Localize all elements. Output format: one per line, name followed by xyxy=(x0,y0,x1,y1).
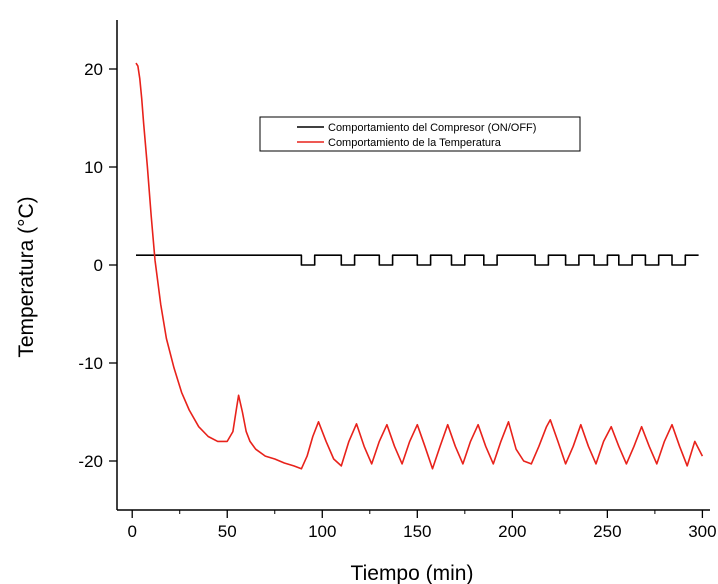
legend: Comportamiento del Compresor (ON/OFF) Co… xyxy=(259,116,581,152)
legend-label-compressor: Comportamiento del Compresor (ON/OFF) xyxy=(328,122,536,134)
x-tick-label: 0 xyxy=(127,522,136,541)
y-tick-label: -20 xyxy=(78,452,103,471)
x-tick-label: 150 xyxy=(403,522,431,541)
legend-label-temperature: Comportamiento de la Temperatura xyxy=(328,137,502,149)
axes: 0 50 100 150 200 250 300 -20 -10 0 10 20 xyxy=(78,20,717,541)
x-tick-label: 100 xyxy=(308,522,336,541)
y-tick-label: -10 xyxy=(78,354,103,373)
y-axis-title: Temperatura (°C) xyxy=(15,196,38,357)
x-axis-title: Tiempo (min) xyxy=(351,562,474,584)
legend-box xyxy=(259,116,581,152)
y-tick-label: 0 xyxy=(94,256,103,275)
series-layer xyxy=(135,62,704,470)
x-tick-label: 250 xyxy=(593,522,621,541)
x-tick-label: 300 xyxy=(688,522,716,541)
x-tick-label: 50 xyxy=(218,522,237,541)
compressor-series-line xyxy=(136,254,699,266)
y-tick-label: 10 xyxy=(84,158,103,177)
temperature-series-line xyxy=(135,62,704,470)
y-tick-label: 20 xyxy=(84,60,103,79)
x-tick-label: 200 xyxy=(498,522,526,541)
